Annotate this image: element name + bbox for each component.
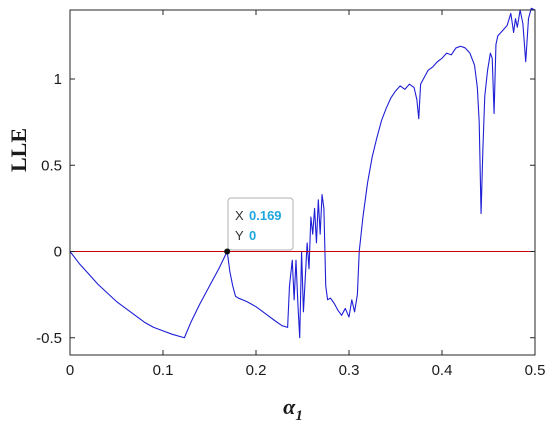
data-tip-y-value: 0 [249,228,256,243]
data-tip-x-value: 0.169 [249,208,282,223]
data-tip-y-key: Y [235,228,244,243]
x-tick-label: 0.4 [432,362,453,379]
x-axis-label-subscript: 1 [295,408,303,424]
x-tick-label: 0.3 [339,362,360,379]
data-tip-marker[interactable] [224,248,231,255]
tick-layer: 0 0.1 0.2 0.3 0.4 0.5-0.500.51 [36,10,545,379]
data-tip-box[interactable] [227,197,294,251]
plot-area [70,10,535,355]
y-tick-label: -0.5 [36,330,62,347]
y-tick-label: 0.5 [41,157,62,174]
series-layer [69,7,536,339]
x-tick-label: 0.1 [153,362,174,379]
y-tick-label: 0 [54,244,62,261]
x-tick-label: 0 [66,362,74,379]
data-tip[interactable]: X 0.169 Y 0 [224,197,294,255]
x-axis-label-symbol: α [283,394,296,419]
plot-frame [69,9,536,356]
y-axis-label: LLE [6,128,31,172]
data-tip-x-key: X [235,208,244,223]
lle-series-line [69,7,536,339]
x-tick-label: 0.5 [525,362,546,379]
x-tick-label: 0.2 [246,362,267,379]
x-axis-label: α1 [283,394,303,424]
y-tick-label: 1 [54,71,62,88]
